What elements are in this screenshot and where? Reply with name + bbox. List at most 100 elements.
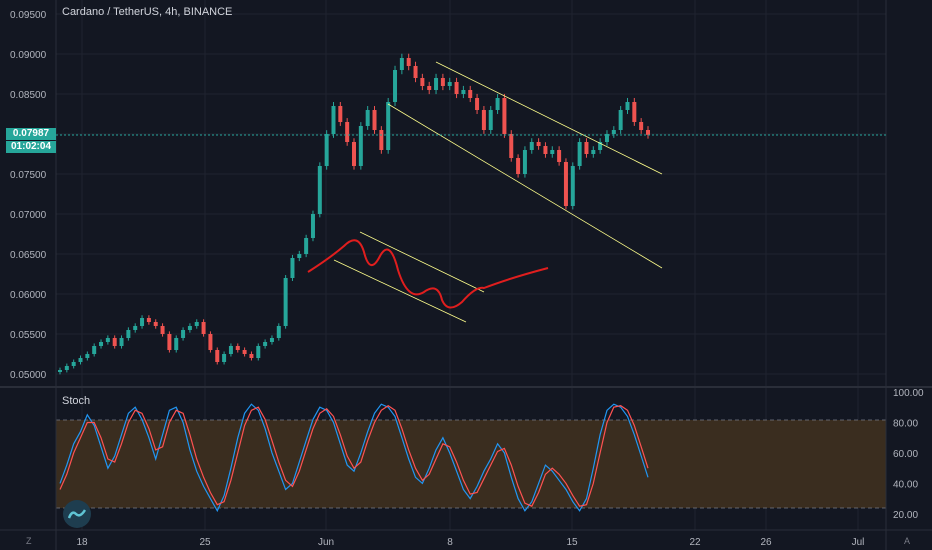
candle-body [563,162,568,206]
y-tick-label: 0.09500 [10,10,47,21]
candle-body [509,134,514,158]
candle-body [413,66,418,78]
stoch-series [59,403,649,513]
candle-body [269,338,274,342]
candle-body [222,354,227,362]
candle-body [570,166,575,206]
candlestick-series [58,53,650,375]
candle-body [611,130,616,134]
candle-body [550,150,555,154]
x-tick-label: 25 [199,537,211,548]
candle-body [543,146,548,154]
candle-body [160,326,165,334]
candle-body [399,58,404,70]
candle-body [440,78,445,86]
x-tick-label: 26 [760,537,772,548]
y-axis-labels: 0.095000.090000.085000.080000.075000.070… [10,10,924,521]
candle-body [58,370,62,373]
candle-body [529,142,534,150]
candle-body [126,330,131,338]
candle-body [235,346,240,350]
candle-body [331,106,336,134]
y-tick-label: 0.08500 [10,90,47,101]
candle-body [310,214,315,238]
y-tick-label: 0.05500 [10,330,47,341]
candle-body [646,130,650,135]
candle-body [447,82,452,86]
candle-body [584,142,589,154]
candle-body [133,326,138,330]
candle-body [140,318,145,326]
candle-body [324,134,329,166]
candle-body [598,142,603,150]
candle-body [283,278,288,326]
channel-line [387,103,663,269]
candle-body [434,78,439,90]
current-price-tag: 0.07987 [6,128,56,140]
stoch-tick-label: 40.00 [893,479,918,490]
candle-body [187,326,192,330]
candle-body [393,70,398,102]
y-tick-label: 0.06500 [10,250,47,261]
candle-body [215,350,220,362]
candle-body [516,158,521,174]
candle-body [481,110,486,130]
stoch-tick-label: 80.00 [893,418,918,429]
channel-line [333,259,467,323]
drawings[interactable] [307,61,663,323]
countdown-tag: 01:02:04 [6,141,56,153]
y-tick-label: 0.07500 [10,170,47,181]
candle-body [420,78,425,86]
candle-body [242,350,247,354]
stoch-d-line [59,404,649,507]
candle-body [358,126,363,166]
candle-body [502,98,507,134]
candle-body [625,102,630,110]
candle-body [345,122,350,142]
candle-body [488,110,493,130]
candle-body [475,98,480,110]
candle-body [181,330,186,338]
candle-body [208,334,213,350]
candle-body [78,358,83,362]
x-tick-label: Jun [318,537,334,548]
candle-body [591,150,596,154]
candle-body [146,318,151,322]
zoom-button[interactable]: Z [26,536,32,546]
x-axis-labels: 18 25 Jun 8 15 22 26 Jul [76,537,864,548]
x-tick-label: 18 [76,537,88,548]
stoch-tick-label: 20.00 [893,510,918,521]
candle-body [228,346,233,354]
candle-body [71,362,76,366]
candle-body [194,322,199,326]
candle-body [639,122,644,130]
candle-body [352,142,356,166]
candle-body [99,342,104,346]
candle-body [372,110,377,130]
y-tick-label: 0.07000 [10,210,47,221]
candle-body [379,130,384,150]
candle-body [297,254,302,258]
auto-scale-button[interactable]: A [904,536,911,546]
candle-body [604,134,609,142]
hand-drawn-path [307,239,549,309]
candle-body [468,90,473,98]
candle-body [386,102,391,150]
stoch-k-line [59,403,649,513]
candle-body [454,82,459,94]
candle-body [406,58,411,66]
candle-body [495,98,500,110]
y-tick-label: 0.05000 [10,370,47,381]
candle-body [153,322,158,326]
candle-body [276,326,281,338]
candle-body [290,258,295,278]
x-tick-label: 15 [566,537,578,548]
candle-body [338,106,343,122]
logo-icon[interactable] [63,500,91,528]
candle-body [256,346,261,358]
candle-body [167,334,172,350]
x-tick-label: Jul [852,537,865,548]
stoch-tick-label: 60.00 [893,449,918,460]
candle-body [304,238,309,254]
